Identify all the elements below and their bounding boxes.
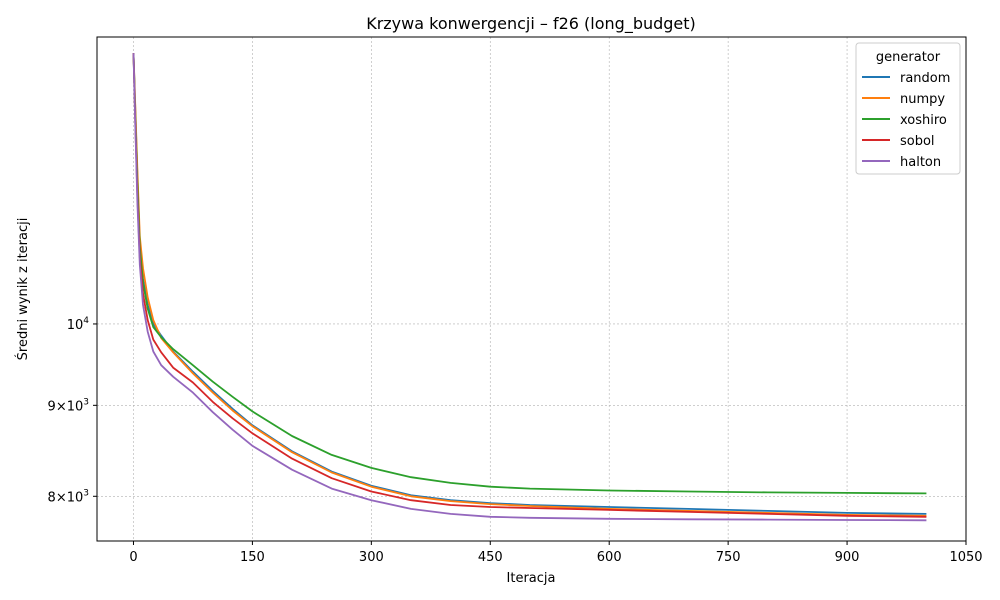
series-lines (132, 53, 927, 522)
y-tick-exponent: 4 (83, 316, 89, 326)
y-tick-label: 104 (67, 316, 90, 333)
legend-label-random: random (900, 71, 950, 86)
y-tick-exponent: 3 (83, 488, 89, 498)
plot-frame (96, 36, 967, 542)
legend-title: generator (876, 50, 941, 65)
legend-label-xoshiro: xoshiro (900, 113, 947, 128)
y-axis-label: Średni wynik z iteracji (15, 218, 31, 361)
x-tick-label: 900 (835, 550, 860, 565)
series-line-numpy (132, 53, 927, 517)
x-axis-label: Iteracja (507, 571, 556, 586)
legend-label-numpy: numpy (900, 92, 945, 107)
y-tick-base: 10 (67, 318, 84, 333)
x-tick-label: 0 (129, 550, 137, 565)
x-axis-ticks: 0 150 300 450 600 750 900 1050 (129, 541, 983, 565)
series-line-xoshiro (132, 53, 927, 495)
y-tick-label: 8×103 (48, 488, 89, 505)
legend-label-sobol: sobol (900, 134, 935, 149)
x-tick-label: 750 (716, 550, 741, 565)
x-tick-label: 300 (359, 550, 384, 565)
legend-box (855, 42, 961, 175)
y-tick-base: 9×10 (48, 399, 84, 414)
y-tick-exponent: 3 (83, 397, 89, 407)
y-tick-label: 9×103 (48, 397, 89, 414)
grid (97, 37, 967, 541)
legend-label-halton: halton (900, 155, 941, 170)
y-tick-base: 8×10 (48, 490, 84, 505)
x-tick-label: 600 (597, 550, 622, 565)
chart-title: Krzywa konwergencji – f26 (long_budget) (366, 14, 696, 34)
legend: generator random numpy xoshiro sobol halton (855, 42, 961, 175)
x-tick-label: 450 (478, 550, 503, 565)
x-tick-label: 150 (240, 550, 265, 565)
series-line-halton (132, 53, 927, 522)
x-tick-label: 1050 (949, 550, 982, 565)
